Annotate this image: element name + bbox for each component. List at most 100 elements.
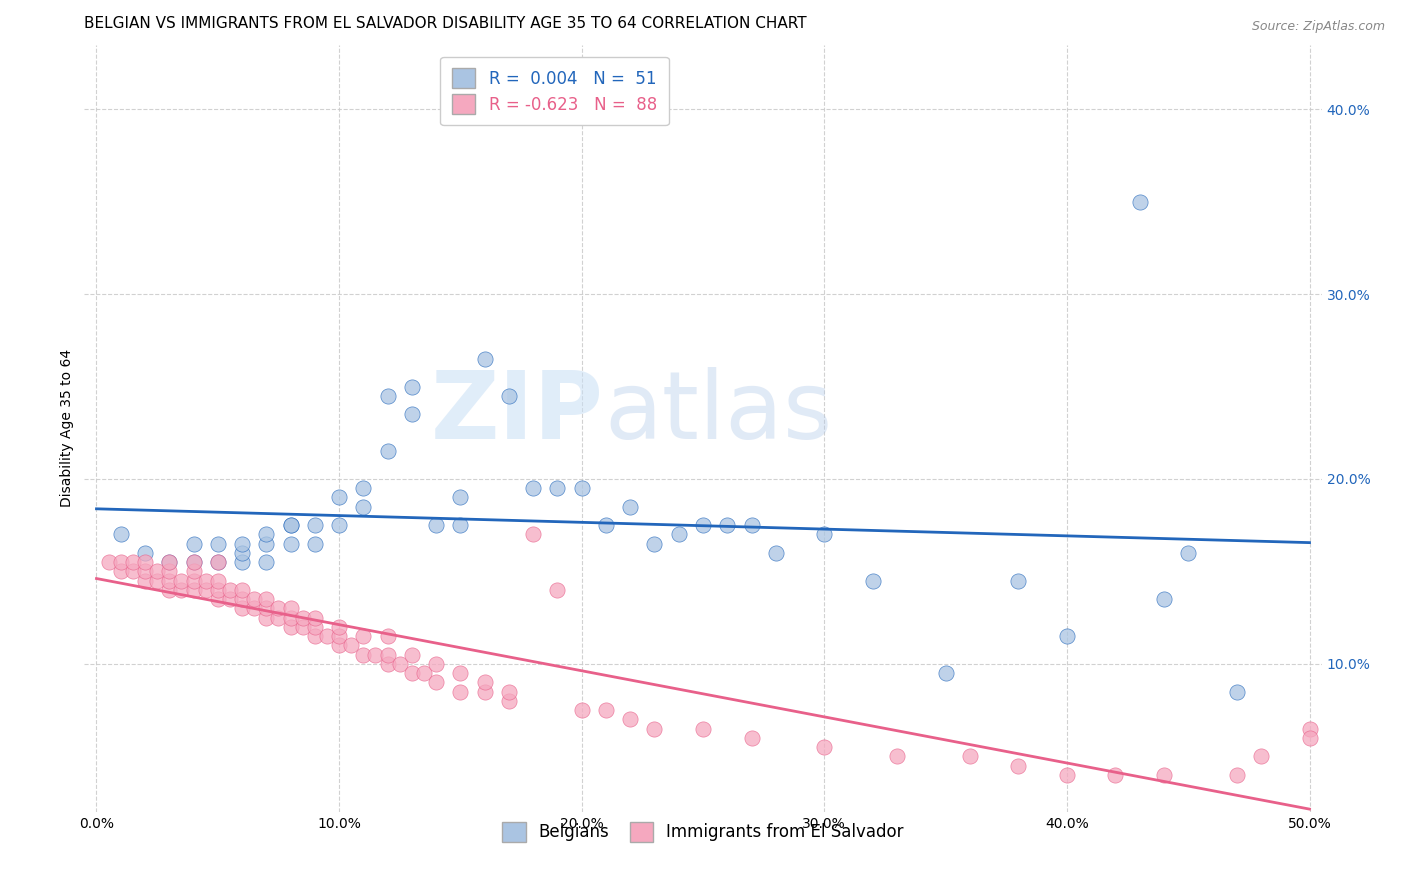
Point [194,582,217,597]
Point [157,574,180,588]
Point [183,555,205,569]
Point [364,648,387,662]
Point [231,592,253,607]
Point [643,722,665,736]
Point [1104,768,1126,782]
Text: ZIP: ZIP [432,367,605,458]
Point [401,666,423,681]
Point [449,666,471,681]
Point [122,565,145,579]
Point [716,518,738,533]
Point [183,582,205,597]
Point [352,648,374,662]
Point [304,537,326,551]
Point [254,610,277,624]
Point [231,601,253,615]
Point [97,555,120,569]
Point [862,574,884,588]
Point [741,731,763,745]
Point [1298,722,1320,736]
Point [157,555,180,569]
Point [352,629,374,643]
Point [280,518,302,533]
Point [170,582,193,597]
Legend: Belgians, Immigrants from El Salvador: Belgians, Immigrants from El Salvador [491,811,915,854]
Point [183,565,205,579]
Point [474,684,496,698]
Point [231,546,253,560]
Point [170,574,193,588]
Point [328,620,350,634]
Point [1226,684,1249,698]
Point [474,351,496,366]
Text: Source: ZipAtlas.com: Source: ZipAtlas.com [1251,20,1385,33]
Point [352,500,374,514]
Point [388,657,411,671]
Point [134,555,156,569]
Point [401,379,423,393]
Point [183,555,205,569]
Point [377,629,399,643]
Point [498,694,520,708]
Point [194,574,217,588]
Point [522,481,544,495]
Point [207,555,229,569]
Point [474,675,496,690]
Point [207,592,229,607]
Point [280,620,302,634]
Point [254,527,277,541]
Point [243,592,266,607]
Point [935,666,957,681]
Point [959,749,981,764]
Point [352,481,374,495]
Point [765,546,787,560]
Point [1007,758,1029,772]
Point [110,527,132,541]
Point [619,500,641,514]
Point [546,582,568,597]
Point [231,582,253,597]
Point [1153,768,1175,782]
Point [110,555,132,569]
Point [1056,629,1078,643]
Point [280,518,302,533]
Point [328,491,350,505]
Point [1007,574,1029,588]
Point [413,666,436,681]
Point [207,555,229,569]
Point [207,537,229,551]
Point [377,389,399,403]
Point [377,657,399,671]
Point [183,574,205,588]
Point [619,712,641,726]
Point [1056,768,1078,782]
Point [157,565,180,579]
Point [1129,194,1152,209]
Point [207,582,229,597]
Point [692,518,714,533]
Point [401,407,423,421]
Point [1226,768,1249,782]
Point [254,592,277,607]
Text: atlas: atlas [605,367,832,458]
Point [291,610,314,624]
Point [340,638,363,652]
Point [280,610,302,624]
Point [157,582,180,597]
Point [571,703,593,717]
Point [813,739,835,754]
Point [231,555,253,569]
Point [207,574,229,588]
Point [377,444,399,458]
Point [304,629,326,643]
Point [219,592,242,607]
Point [449,518,471,533]
Point [1250,749,1272,764]
Point [449,684,471,698]
Point [157,555,180,569]
Point [280,601,302,615]
Point [571,481,593,495]
Point [219,582,242,597]
Point [328,518,350,533]
Point [425,518,447,533]
